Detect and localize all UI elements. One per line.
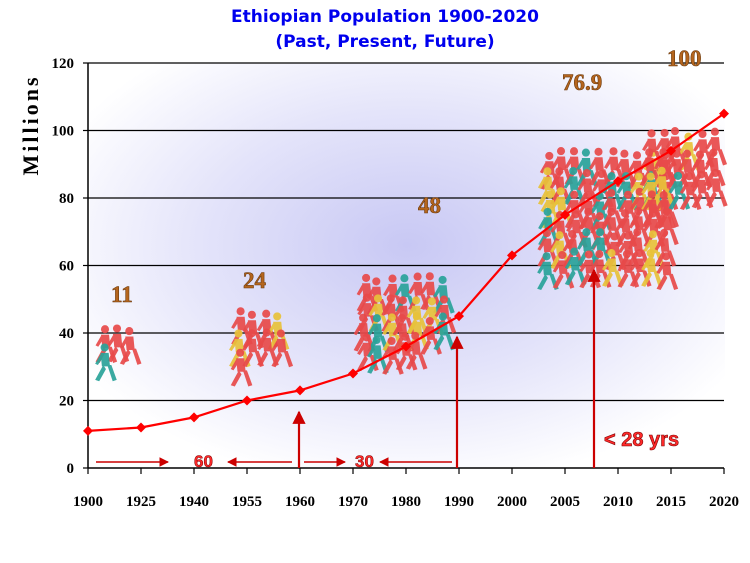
annotation-pop-1990: 48 bbox=[418, 193, 441, 218]
x-tick-label: 2000 bbox=[497, 494, 527, 510]
y-tick-label: 120 bbox=[52, 56, 75, 72]
x-tick-label: 1980 bbox=[391, 494, 421, 510]
x-tick-label: 1925 bbox=[126, 494, 156, 510]
annotation-gap-30: 30 bbox=[355, 452, 374, 471]
x-tick-label: 2005 bbox=[550, 494, 580, 510]
time-gap-arrows bbox=[96, 268, 601, 468]
y-tick-label: 40 bbox=[59, 326, 74, 342]
x-tick-labels: 1900 1925 1940 1955 1960 1970 1980 1990 2000 2005… bbox=[73, 494, 739, 510]
annotation-pop-1960: 24 bbox=[243, 268, 267, 293]
data-point bbox=[189, 412, 199, 423]
y-tick-label: 100 bbox=[52, 124, 75, 140]
annotation-pop-1900: 11 bbox=[111, 282, 133, 307]
chart-title: Ethiopian Population 1900-2020 bbox=[231, 7, 539, 27]
population-series bbox=[83, 108, 729, 436]
x-tick-label: 1940 bbox=[179, 494, 209, 510]
annotation-pop-2008: 76.9 bbox=[562, 70, 602, 95]
data-point bbox=[613, 176, 623, 187]
x-tick-label: 1960 bbox=[285, 494, 315, 510]
annotation-gap-60: 60 bbox=[194, 452, 213, 471]
y-axis-label: Millions bbox=[18, 74, 43, 175]
data-point bbox=[719, 108, 729, 119]
x-tick-label: 2015 bbox=[656, 494, 686, 510]
axes bbox=[83, 62, 725, 474]
y-tick-label: 60 bbox=[59, 259, 74, 275]
x-tick-label: 2010 bbox=[603, 494, 633, 510]
data-point bbox=[401, 341, 411, 352]
data-point bbox=[507, 250, 517, 261]
chart-subtitle: (Past, Present, Future) bbox=[275, 32, 494, 52]
x-tick-label: 1990 bbox=[444, 494, 474, 510]
y-tick-labels: 0 20 40 60 80 100 120 bbox=[52, 56, 75, 477]
data-point bbox=[295, 385, 305, 396]
data-point bbox=[83, 425, 93, 436]
data-point bbox=[666, 145, 676, 156]
x-tick-label: 1970 bbox=[338, 494, 368, 510]
x-tick-label: 2020 bbox=[709, 494, 739, 510]
annotation-pop-2020: 100 bbox=[667, 46, 702, 71]
data-point bbox=[454, 311, 464, 322]
y-tick-label: 20 bbox=[59, 394, 74, 410]
x-tick-label: 1900 bbox=[73, 494, 103, 510]
data-point bbox=[560, 209, 570, 220]
annotation-gap-28: < 28 yrs bbox=[604, 429, 679, 451]
data-point bbox=[242, 395, 252, 406]
y-tick-label: 0 bbox=[67, 461, 75, 477]
data-point bbox=[136, 422, 146, 433]
x-tick-label: 1955 bbox=[232, 494, 262, 510]
y-tick-label: 80 bbox=[59, 191, 74, 207]
data-point bbox=[348, 368, 358, 379]
